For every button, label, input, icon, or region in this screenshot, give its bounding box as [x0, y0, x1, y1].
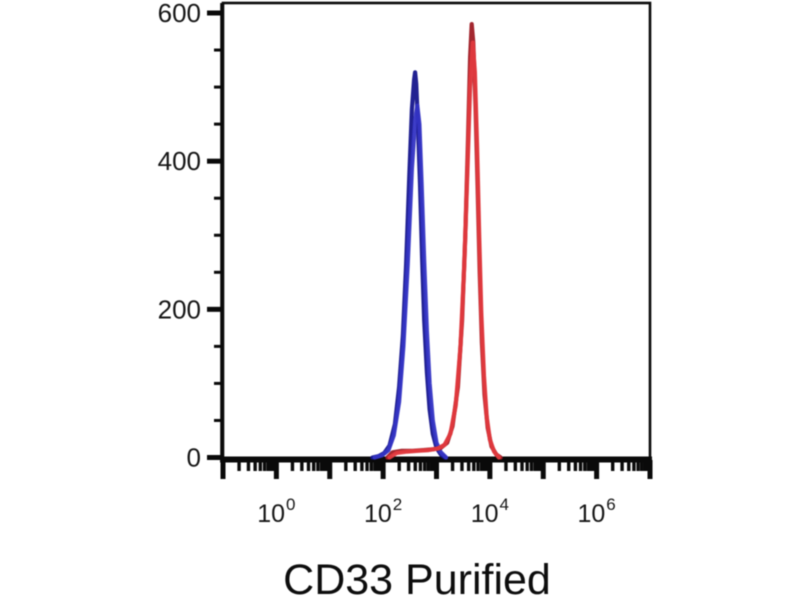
x-axis-title: CD33 Purified	[283, 556, 551, 600]
blue-histogram-overlay	[372, 103, 449, 460]
red-histogram-overlay	[387, 40, 501, 460]
histogram-curves	[370, 22, 503, 460]
x-axis-tick-label: 100	[257, 495, 295, 528]
y-axis-tick-labels: 0 200 400 600	[158, 0, 201, 473]
x-axis-tick-labels: 100 102 104 106	[257, 495, 616, 528]
x-axis-tick-label: 106	[577, 495, 615, 528]
plot-frame	[220, 1, 652, 463]
y-axis-tick-label: 400	[158, 146, 201, 176]
y-axis-tick-label: 600	[158, 0, 201, 28]
axis-ticks	[207, 10, 653, 479]
x-axis-tick-label: 102	[364, 495, 402, 528]
y-axis-tick-label: 0	[187, 443, 201, 473]
x-axis-tick-label: 104	[471, 495, 509, 528]
y-axis-tick-label: 200	[158, 294, 201, 324]
